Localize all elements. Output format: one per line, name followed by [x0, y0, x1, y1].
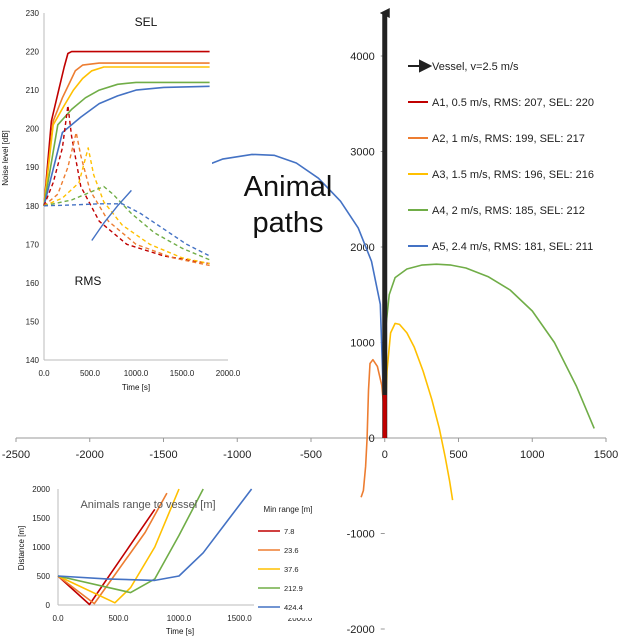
noise-x-tick-label: 1500.0 — [170, 369, 195, 378]
range-x-tick-label: 500.0 — [108, 614, 129, 623]
sel-line — [43, 85, 210, 206]
noise-y-tick-label: 160 — [26, 279, 40, 288]
legend-label: A5, 2.4 m/s, RMS: 181, SEL: 211 — [432, 241, 593, 253]
noise-y-tick-label: 190 — [26, 163, 40, 172]
legend-label: Vessel, v=2.5 m/s — [432, 61, 519, 73]
sel-line — [43, 81, 210, 206]
range-line — [57, 488, 253, 582]
noise-y-tick-label: 180 — [26, 202, 40, 211]
rms-line — [43, 104, 210, 265]
range-x-tick-label: 0.0 — [52, 614, 64, 623]
noise-ylabel: Noise level [dB] — [1, 130, 10, 186]
range-chart: 0 500 1000 1500 2000 0.0 500.0 1000.0 1500.0 2000… — [10, 484, 330, 640]
range-title: Animals range to vessel [m] — [80, 499, 215, 511]
main-y-tick-label: 4000 — [350, 51, 374, 63]
range-y-tick-label: 0 — [46, 601, 51, 610]
main-series-line — [384, 263, 595, 439]
main-x-tick-label: -1000 — [223, 449, 251, 461]
noise-y-tick-label: 230 — [26, 9, 40, 18]
range-y-tick-label: 1500 — [32, 514, 50, 523]
main-x-tick-label: 1500 — [594, 449, 618, 461]
noise-x-tick-label: 500.0 — [80, 369, 101, 378]
range-series-lines — [57, 488, 253, 606]
range-legend-label: 7.8 — [284, 527, 294, 536]
range-y-tick-label: 1000 — [32, 543, 50, 552]
range-x-tick-label: 1500.0 — [227, 614, 252, 623]
main-x-tick-label: -2500 — [2, 449, 30, 461]
main-y-tick-label: 0 — [369, 433, 375, 445]
noise-sel-annotation: SEL — [135, 15, 158, 29]
noise-tick-labels: 140 150 160 170 180 190 200 210 220 230 0.0 500.0 10… — [26, 9, 241, 378]
range-legend: Min range [m] 7.8 23.6 37.6 212.9 424.4 — [254, 500, 330, 618]
noise-x-tick-label: 0.0 — [38, 369, 50, 378]
rms-line — [91, 189, 132, 241]
noise-x-tick-label: 1000.0 — [124, 369, 149, 378]
main-annotation-line2: paths — [253, 207, 324, 239]
main-x-tick-label: 1000 — [520, 449, 544, 461]
legend-label: A2, 1 m/s, RMS: 199, SEL: 217 — [432, 133, 585, 145]
range-x-tick-label: 2000.0 — [288, 614, 313, 623]
range-legend-label: 37.6 — [284, 565, 299, 574]
range-line — [57, 508, 156, 606]
range-legend-label: 23.6 — [284, 546, 299, 555]
main-series-lines — [81, 8, 595, 501]
range-x-tick-label: 1000.0 — [167, 614, 192, 623]
main-series-line — [384, 322, 454, 501]
legend-label: A4, 2 m/s, RMS: 185, SEL: 212 — [432, 205, 585, 217]
legend-label: A3, 1.5 m/s, RMS: 196, SEL: 216 — [432, 169, 594, 181]
sel-line — [43, 66, 210, 206]
noise-y-tick-label: 210 — [26, 86, 40, 95]
noise-y-tick-label: 170 — [26, 240, 40, 249]
range-line — [57, 488, 180, 604]
range-line — [57, 488, 204, 594]
range-tick-labels: 0 500 1000 1500 2000 0.0 500.0 1000.0 1500.0 2000… — [32, 485, 313, 623]
noise-background — [40, 12, 212, 362]
main-y-tick-label: 1000 — [350, 338, 374, 350]
range-legend-title: Min range [m] — [264, 505, 313, 514]
main-annotation-line1: Animal — [244, 171, 333, 203]
sel-line — [43, 50, 210, 206]
range-legend-box — [254, 500, 330, 618]
main-legend: Vessel, v=2.5 m/s A1, 0.5 m/s, RMS: 207, … — [408, 59, 594, 253]
main-y-tick-label: 3000 — [350, 147, 374, 159]
main-y-tick-label: -1000 — [347, 529, 375, 541]
sel-line — [43, 62, 210, 206]
noise-axes — [43, 13, 228, 361]
legend-label: A1, 0.5 m/s, RMS: 207, SEL: 220 — [432, 97, 594, 109]
noise-rms-annotation: RMS — [75, 274, 102, 288]
main-y-tick-label: -2000 — [347, 624, 375, 636]
noise-x-tick-label: 2000.0 — [216, 369, 241, 378]
range-y-tick-label: 2000 — [32, 485, 50, 494]
range-legend-label: 212.9 — [284, 584, 303, 593]
range-y-tick-label: 500 — [37, 572, 51, 581]
main-x-tick-label: 0 — [382, 449, 388, 461]
range-xlabel: Time [s] — [166, 627, 194, 636]
main-x-tick-label: -500 — [300, 449, 322, 461]
main-x-tick-label: -2000 — [76, 449, 104, 461]
noise-series-lines — [43, 50, 210, 267]
main-y-tick-label: 2000 — [350, 242, 374, 254]
noise-y-tick-label: 140 — [26, 356, 40, 365]
noise-y-tick-label: 220 — [26, 48, 40, 57]
noise-y-tick-label: 150 — [26, 317, 40, 326]
main-x-tick-label: -1500 — [149, 449, 177, 461]
main-tick-labels: -2500 -2000 -1500 -1000 -500 0 500 1000 1500-200… — [2, 51, 618, 636]
noise-y-tick-label: 200 — [26, 125, 40, 134]
noise-chart: 140 150 160 170 180 190 200 210 220 230 0.0 500.0 10… — [1, 9, 241, 392]
rms-line — [43, 131, 210, 267]
main-x-tick-label: 500 — [449, 449, 467, 461]
main-chart: -2500 -2000 -1500 -1000 -500 0 500 1000 1500-200… — [2, 8, 618, 636]
rms-line — [43, 203, 210, 257]
range-ylabel: Distance [m] — [17, 526, 26, 570]
legend-arrow-icon — [408, 59, 433, 73]
range-line — [57, 492, 168, 605]
noise-xlabel: Time [s] — [122, 383, 150, 392]
main-series-line — [360, 358, 386, 498]
range-legend-label: 424.4 — [284, 603, 303, 612]
